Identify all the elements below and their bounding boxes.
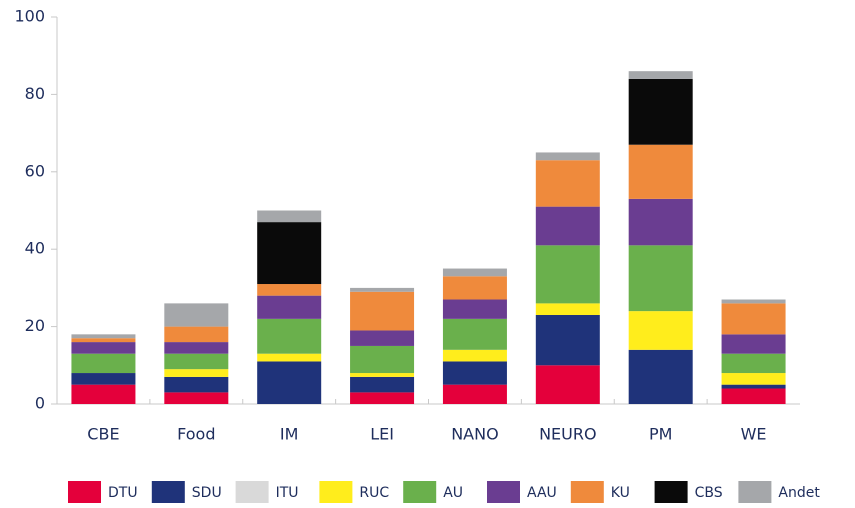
bar-segment xyxy=(535,206,600,246)
bar-segment xyxy=(628,144,693,199)
bar-segment xyxy=(350,345,415,374)
bar-segment xyxy=(442,384,507,404)
bar-segment xyxy=(257,318,322,354)
legend-swatch xyxy=(570,481,604,503)
legend-swatch xyxy=(151,481,185,503)
bar-segment xyxy=(721,299,786,304)
bar-segment xyxy=(71,342,136,354)
legend-swatch xyxy=(654,481,688,503)
legend-label: DTU xyxy=(108,485,138,501)
x-tick-label: IM xyxy=(280,425,299,444)
bar-segment xyxy=(721,388,786,404)
x-tick-label: NANO xyxy=(451,425,498,444)
bar-segment xyxy=(257,353,322,362)
bar-segment xyxy=(535,152,600,161)
y-tick-label: 20 xyxy=(25,316,45,335)
legend-label: ITU xyxy=(276,485,299,501)
bar-segment xyxy=(442,349,507,362)
bar-segment xyxy=(721,373,786,385)
x-tick-label: LEI xyxy=(370,425,394,444)
x-tick-label: WE xyxy=(741,425,767,444)
bar-segment xyxy=(628,71,693,79)
bar-segment xyxy=(71,353,136,374)
legend-label: AAU xyxy=(527,485,557,501)
bar-segment xyxy=(350,392,415,404)
legend-label: RUC xyxy=(359,485,389,501)
legend-label: SDU xyxy=(192,485,222,501)
bar-segment xyxy=(721,384,786,389)
bar-segment xyxy=(350,373,415,377)
bar-segment xyxy=(442,268,507,277)
y-tick-label: 0 xyxy=(35,394,45,413)
bar-segment xyxy=(535,303,600,315)
bar-segment xyxy=(535,365,600,404)
bar-segment xyxy=(721,334,786,354)
x-tick-label: Food xyxy=(177,425,215,444)
bar-segment xyxy=(164,376,229,393)
legend-swatch xyxy=(738,481,772,503)
bar-segment xyxy=(257,361,322,404)
bar-segment xyxy=(257,284,322,296)
y-tick-label: 100 xyxy=(14,7,45,26)
legend-swatch xyxy=(319,481,353,503)
x-tick-label: PM xyxy=(649,425,672,444)
x-tick-label: NEURO xyxy=(539,425,597,444)
y-tick-label: 80 xyxy=(25,84,45,103)
bar-segment xyxy=(535,160,600,207)
bar-segment xyxy=(721,353,786,374)
legend-swatch xyxy=(235,481,269,503)
legend-label: Andet xyxy=(778,485,820,501)
bar-segment xyxy=(721,303,786,335)
bar-segment xyxy=(628,198,693,246)
bar-segment xyxy=(442,361,507,385)
bar-segment xyxy=(442,276,507,300)
y-tick-label: 60 xyxy=(25,161,45,180)
bar-segment xyxy=(350,376,415,393)
legend-label: CBS xyxy=(695,485,723,501)
bar-segment xyxy=(628,311,693,350)
legend-swatch xyxy=(68,481,101,503)
bar-segment xyxy=(535,245,600,304)
y-tick-label: 40 xyxy=(25,239,45,258)
bar-segment xyxy=(71,373,136,385)
bar-segment xyxy=(164,303,229,327)
bar-segment xyxy=(442,318,507,350)
bar-segment xyxy=(442,299,507,319)
bar-segment xyxy=(257,222,322,285)
bar-segment xyxy=(164,326,229,343)
bar-segment xyxy=(628,245,693,312)
bar-segment xyxy=(71,384,136,404)
bar-segment xyxy=(350,287,415,292)
x-tick-label: CBE xyxy=(87,425,119,444)
bar-segment xyxy=(350,330,415,346)
legend-swatch xyxy=(487,481,520,503)
bar-segment xyxy=(628,349,693,404)
bar-segment xyxy=(164,353,229,370)
bar-segment xyxy=(164,342,229,354)
bar-segment xyxy=(164,392,229,404)
bar-segment xyxy=(257,295,322,319)
bar-segment xyxy=(535,314,600,366)
legend-label: KU xyxy=(611,485,630,501)
bar-segment xyxy=(71,334,136,339)
bar-segment xyxy=(71,338,136,343)
legend-label: AU xyxy=(443,485,463,501)
bar-segment xyxy=(257,210,322,223)
bar-segment xyxy=(628,78,693,145)
bar-segment xyxy=(350,291,415,331)
legend-swatch xyxy=(403,481,437,503)
bar-segment xyxy=(164,369,229,377)
